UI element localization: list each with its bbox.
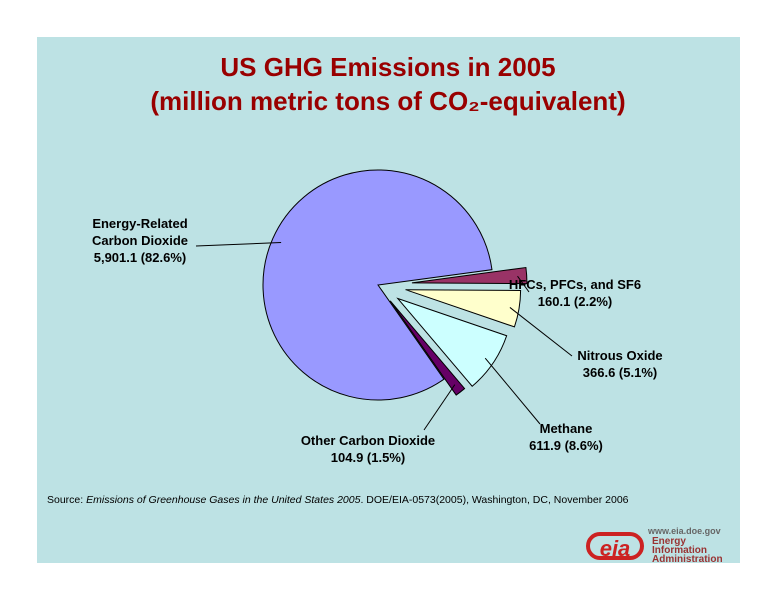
slice-label: Methane 611.9 (8.6%): [516, 420, 616, 454]
chart-subtitle: (million metric tons of CO₂-equivalent): [150, 86, 626, 116]
value-label: 366.6 (5.1%): [582, 365, 658, 380]
value-label: 611.9 (8.6%): [529, 438, 603, 453]
leader-line: [509, 307, 573, 357]
pie-slice: [396, 297, 508, 387]
slice-label: HFCs, PFCs, and SF6 160.1 (2.2%): [490, 276, 660, 310]
source-note: Source: Emissions of Greenhouse Gases in…: [47, 494, 629, 506]
source-label: Source:: [47, 494, 84, 506]
value-label: 160.1 (2.2%): [537, 294, 613, 309]
pie-slice: [405, 289, 522, 328]
category-label: Nitrous Oxide: [577, 348, 663, 363]
source-rest: . DOE/EIA-0573(2005), Washington, DC, No…: [360, 494, 629, 506]
value-label: 104.9 (1.5%): [330, 450, 406, 465]
chart-title: US GHG Emissions in 2005: [220, 52, 556, 82]
slice-label: Other Carbon Dioxide 104.9 (1.5%): [288, 432, 448, 466]
category-label: Energy-Related Carbon Dioxide: [91, 216, 189, 248]
source-title: Emissions of Greenhouse Gases in the Uni…: [86, 494, 361, 506]
logo: eia www.eia.doe.gov Energy Information A…: [586, 526, 736, 565]
pie-slice: [389, 300, 466, 396]
value-label: 5,901.1 (82.6%): [93, 250, 187, 265]
pie-slice: [411, 266, 528, 285]
slice-label: Energy-Related Carbon Dioxide 5,901.1 (82…: [75, 215, 205, 266]
logo-line: Information: [652, 545, 707, 556]
category-label: Methane: [539, 421, 593, 436]
leader-line: [484, 357, 541, 425]
leader-line: [423, 384, 456, 431]
leader-line: [517, 275, 530, 293]
category-label: Other Carbon Dioxide: [300, 433, 436, 448]
logo-line: Administration: [652, 554, 723, 565]
logo-mark: eia: [586, 532, 644, 561]
category-label: HFCs, PFCs, and SF6: [508, 277, 642, 292]
pie-slice: [262, 169, 493, 401]
logo-line: Energy: [652, 536, 686, 547]
slice-label: Nitrous Oxide 366.6 (5.1%): [555, 347, 685, 381]
leader-line: [195, 242, 282, 247]
logo-url: www.eia.doe.gov: [648, 526, 721, 536]
